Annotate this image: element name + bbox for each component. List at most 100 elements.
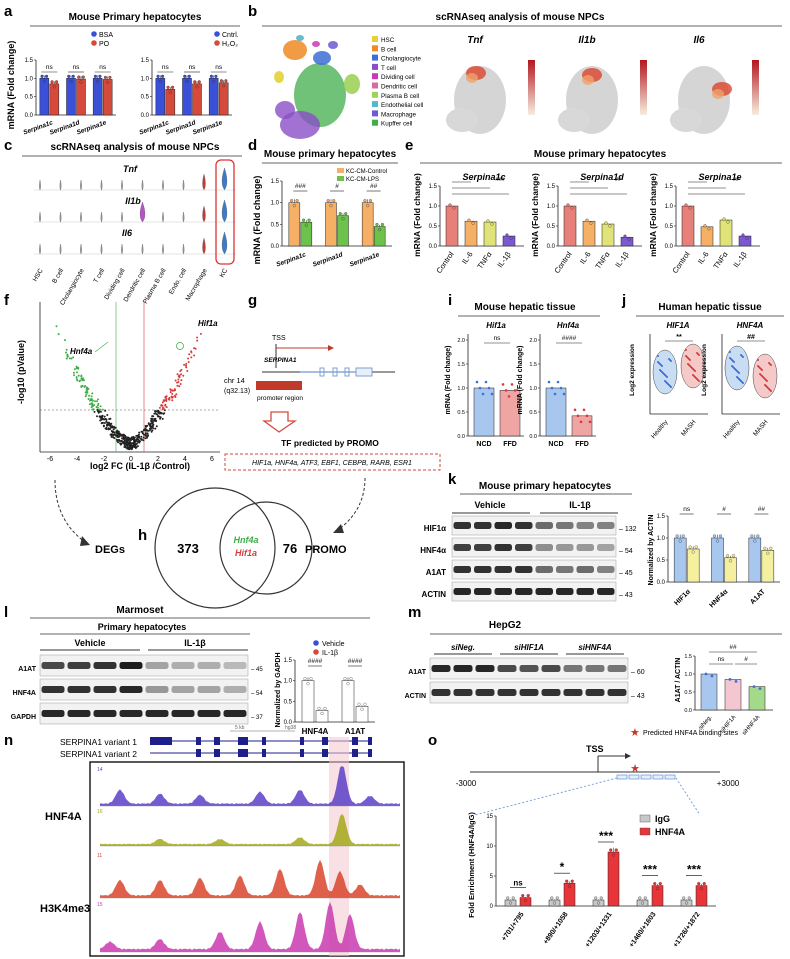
blot-band [67, 710, 91, 717]
volcano-point [103, 415, 106, 418]
feature-title: Il1b [578, 35, 595, 46]
y-tick-label: 1.5 [529, 362, 537, 368]
data-point [55, 80, 59, 84]
volcano-point [169, 388, 172, 391]
venn-overlap-hnf4a: Hnf4a [233, 535, 258, 545]
volcano-point [98, 415, 101, 418]
data-point [609, 848, 613, 852]
data-point [653, 882, 657, 886]
band-label: HIF1α [424, 524, 446, 533]
y-tick-label: 0.5 [429, 224, 438, 230]
legend-label: Cholangiocyte [381, 56, 421, 63]
data-point [553, 392, 557, 396]
volcano-point [146, 432, 149, 435]
data-point [219, 79, 223, 83]
violin-shape [121, 211, 123, 223]
volcano-point [68, 357, 71, 360]
x-tick-label: HNF4α [708, 588, 729, 609]
data-point [40, 74, 44, 78]
legend-label: Vehicle [322, 641, 345, 648]
tf-title: TF predicted by PROMO [281, 438, 379, 448]
volcano-point [105, 418, 108, 421]
data-point [675, 534, 679, 538]
data-point [108, 75, 112, 79]
violin-shape [141, 179, 144, 191]
panel-g: g TSS SERPINA1 chr 14 (q32.13) promoter … [224, 292, 441, 471]
volcano-point [171, 392, 174, 395]
volcano-point [187, 357, 190, 360]
bar [325, 202, 337, 247]
panel-l: l Marmoset Primary hepatocytes Vehicle I… [4, 604, 375, 736]
y-axis-label: mRNA (Fold change) [412, 173, 422, 257]
data-point [638, 896, 642, 900]
blot-band [145, 662, 169, 669]
blot-band [475, 665, 495, 672]
y-axis-label: Log2 expression [629, 344, 636, 396]
volcano-point [151, 417, 154, 420]
volcano-point [124, 434, 127, 437]
data-point [753, 539, 757, 543]
volcano-point [99, 408, 101, 411]
blot-band [145, 710, 169, 717]
band-label: A1AT [408, 669, 426, 676]
volcano-point [115, 434, 118, 437]
volcano-point [143, 428, 146, 431]
data-point [657, 361, 659, 363]
volcano-point [80, 375, 83, 378]
volcano-point [163, 412, 166, 415]
x-tick-label: IL-1β [495, 249, 513, 269]
violin-shape [724, 345, 750, 391]
violin-shape [39, 243, 41, 255]
panel-letter-o: o [428, 732, 437, 749]
legend-a-cntrl: Cntrl. [222, 32, 239, 39]
y-axis-label: Normalized by GAPDH [275, 652, 282, 727]
subchart-title: HIF1A [666, 321, 689, 330]
data-point [668, 358, 670, 360]
data-point [657, 355, 659, 357]
y-tick-label: 1.5 [25, 58, 34, 64]
data-point [682, 896, 686, 900]
data-point [349, 677, 353, 681]
y-tick-label: 1.5 [284, 658, 293, 664]
volcano-point [90, 406, 93, 409]
volcano-point [183, 363, 186, 366]
volcano-point [91, 404, 94, 407]
data-point [550, 386, 554, 390]
blot-band [556, 566, 574, 573]
data-point [588, 420, 592, 424]
blot-band [453, 689, 473, 696]
blot-band [607, 689, 627, 696]
volcano-point [109, 417, 112, 420]
y-tick-label: 0.0 [457, 434, 465, 440]
volcano-point [101, 417, 104, 420]
panel-letter-k: k [448, 471, 457, 488]
volcano-point [154, 417, 157, 420]
chart-l: Normalized by GAPDH Vehicle IL-1β 0.0 0.5 1.0… [275, 640, 375, 736]
data-point [501, 383, 505, 386]
data-point [168, 90, 172, 94]
chart-o: Fold Enrichment (HNF4A/IgG) IgG HNF4A 0 5 10 1… [467, 812, 716, 949]
mw-label: – 45 [251, 667, 263, 673]
volcano-point [84, 395, 87, 398]
sig-label: ns [73, 64, 81, 71]
x-tick-label: +1203/+1331 [584, 911, 613, 949]
y-axis-label: Normalized by ACTIN [648, 515, 655, 586]
panel-k: k Mouse primary hepatocytes Vehicle IL-1… [420, 471, 780, 609]
data-point [50, 80, 54, 84]
x-tick-label: IL-1β [613, 249, 631, 269]
bar [748, 686, 766, 711]
y-axis-label: Log2 expression [701, 344, 708, 396]
o-region-boxes [616, 774, 676, 780]
blot-band [515, 566, 533, 573]
data-point [692, 374, 694, 376]
panel-letter-l: l [4, 604, 8, 621]
subchart-title: Serpina1d [580, 172, 624, 182]
data-point [684, 203, 688, 207]
data-point [562, 392, 566, 396]
sig-label: *** [687, 863, 701, 877]
blot-band [453, 566, 471, 573]
hnf4a-site-star-icon: ★ [630, 763, 640, 775]
feature-title: Il6 [693, 35, 705, 46]
blot-band [497, 665, 517, 672]
volcano-point [81, 384, 84, 387]
